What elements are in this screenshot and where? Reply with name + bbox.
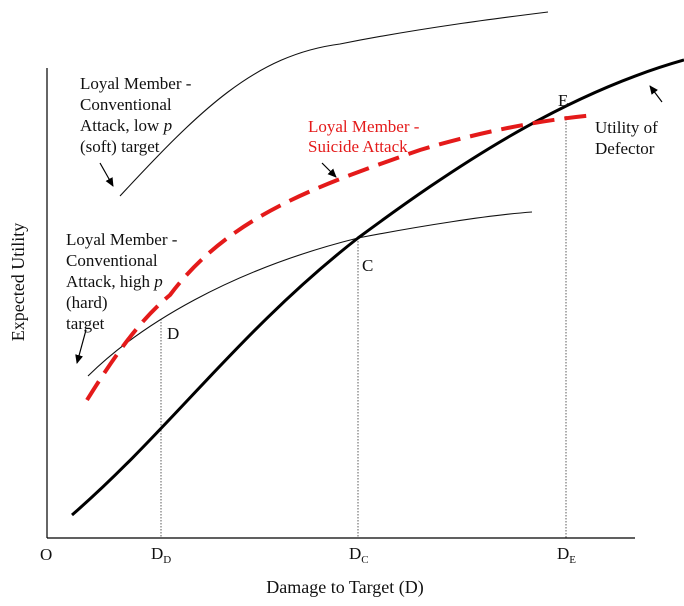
suicide-arrow [321, 162, 337, 178]
conventional-low-p-curve [119, 11, 549, 197]
y-axis-title: Expected Utility [8, 223, 28, 341]
conventional-high-p-curve [87, 211, 533, 377]
tick-de: DE [557, 544, 576, 566]
conv-high-arrow [75, 329, 87, 364]
point-d-label: D [167, 324, 179, 343]
suicide-attack-curve [85, 113, 596, 402]
defector-arrow [649, 85, 663, 103]
defector-label: Utility of Defector [595, 118, 662, 158]
conv-low-label: Loyal Member - Conventional Attack, low … [80, 74, 196, 156]
conv-low-arrow [99, 162, 114, 187]
tick-dd: DD [151, 544, 171, 566]
point-e-label: E [558, 91, 568, 110]
defector-utility-curve [71, 58, 684, 517]
suicide-label: Loyal Member - Suicide Attack [308, 117, 424, 156]
conv-high-label: Loyal Member - Conventional Attack, high… [66, 230, 182, 333]
tick-dc: DC [349, 544, 369, 566]
x-axis-title: Damage to Target (D) [266, 577, 424, 598]
origin-label: O [40, 545, 52, 564]
point-c-label: C [362, 256, 373, 275]
